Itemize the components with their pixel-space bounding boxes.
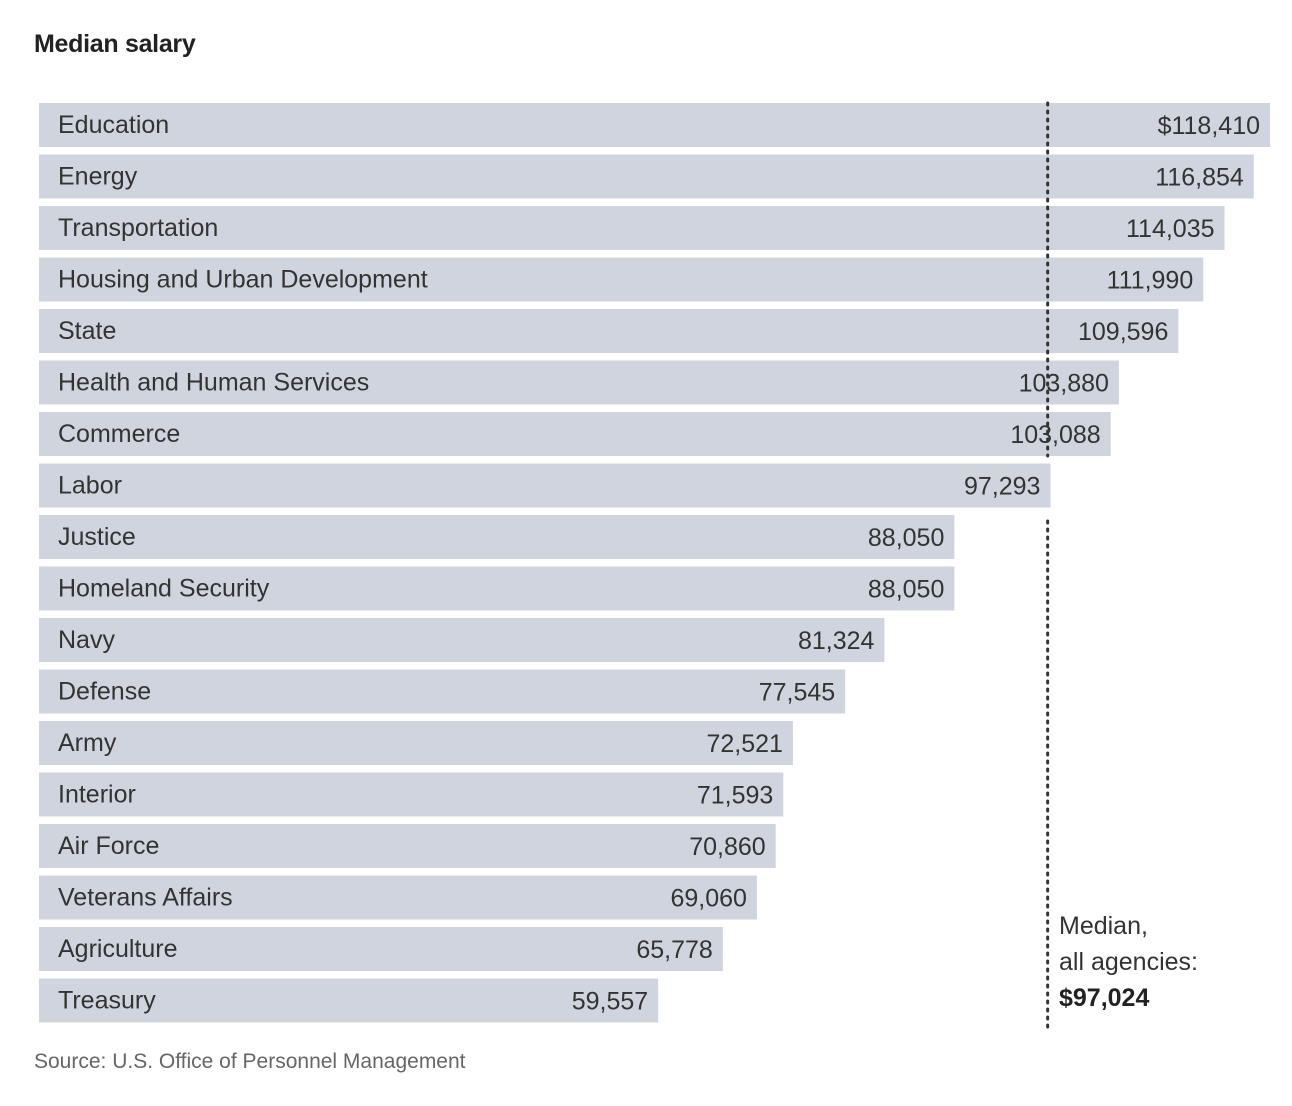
category-label: Air Force (58, 832, 159, 860)
bar-agriculture (39, 927, 723, 971)
value-label: 114,035 (1126, 215, 1215, 243)
value-label: 103,880 (1019, 370, 1109, 398)
median-note-line2: all agencies: (1059, 948, 1198, 976)
value-label: 81,324 (798, 627, 875, 655)
value-label: 97,293 (964, 473, 1040, 501)
category-label: Health and Human Services (58, 369, 369, 397)
chart-title: Median salary (34, 30, 196, 58)
value-label: 88,050 (868, 524, 944, 552)
category-label: Commerce (58, 420, 180, 448)
bar-justice (39, 515, 955, 559)
bar-commerce (39, 412, 1111, 456)
value-label: 69,060 (670, 885, 746, 913)
source-note: Source: U.S. Office of Personnel Managem… (34, 1050, 466, 1073)
value-label: 70,860 (689, 833, 765, 861)
bar-defense (39, 669, 846, 714)
category-label: Treasury (58, 987, 156, 1015)
value-label: 72,521 (706, 730, 782, 758)
median-annotation: Median, all agencies: $97,024 (1059, 908, 1198, 1016)
bar-homeland-security (39, 566, 955, 611)
bar-treasury (39, 978, 659, 1023)
category-label: Defense (58, 678, 151, 706)
bar-air-force (39, 824, 776, 868)
value-label: 88,050 (868, 576, 944, 604)
median-note-line1: Median, (1059, 912, 1148, 940)
value-label: 116,854 (1155, 164, 1244, 192)
category-label: Veterans Affairs (58, 884, 233, 912)
labels-group: Education $118,410 Energy 116,854 Transporta… (58, 111, 1260, 1016)
bar-state (39, 309, 1179, 353)
category-label: Transportation (58, 214, 218, 242)
category-label: Justice (58, 523, 136, 551)
median-note-value: $97,024 (1059, 984, 1150, 1012)
bar-labor (39, 463, 1051, 508)
bar-health-and-human-services (39, 360, 1119, 405)
bars-group (39, 103, 1270, 1023)
value-label: 59,557 (572, 988, 648, 1016)
category-label: Housing and Urban Development (58, 266, 428, 294)
category-label: Labor (58, 472, 122, 500)
value-label: 65,778 (636, 936, 712, 964)
bar-transportation (39, 206, 1225, 250)
category-label: Education (58, 111, 169, 139)
value-label: 111,990 (1107, 267, 1194, 295)
category-label: Homeland Security (58, 575, 270, 603)
bar-navy (39, 618, 885, 662)
category-label: Interior (58, 781, 136, 809)
value-label: $118,410 (1158, 112, 1260, 140)
bar-housing-and-urban-development (39, 257, 1204, 302)
category-label: Navy (58, 626, 115, 654)
category-label: Army (58, 729, 117, 757)
bar-veterans-affairs (39, 875, 757, 920)
value-label: 103,088 (1010, 421, 1100, 449)
value-label: 109,596 (1078, 318, 1168, 346)
category-label: Agriculture (58, 935, 178, 963)
bar-army (39, 721, 793, 765)
bar-education (39, 103, 1270, 147)
bar-energy (39, 154, 1254, 199)
value-label: 71,593 (697, 782, 773, 810)
bar-interior (39, 772, 784, 817)
value-label: 77,545 (759, 679, 835, 707)
category-label: Energy (58, 163, 138, 191)
category-label: State (58, 317, 116, 345)
